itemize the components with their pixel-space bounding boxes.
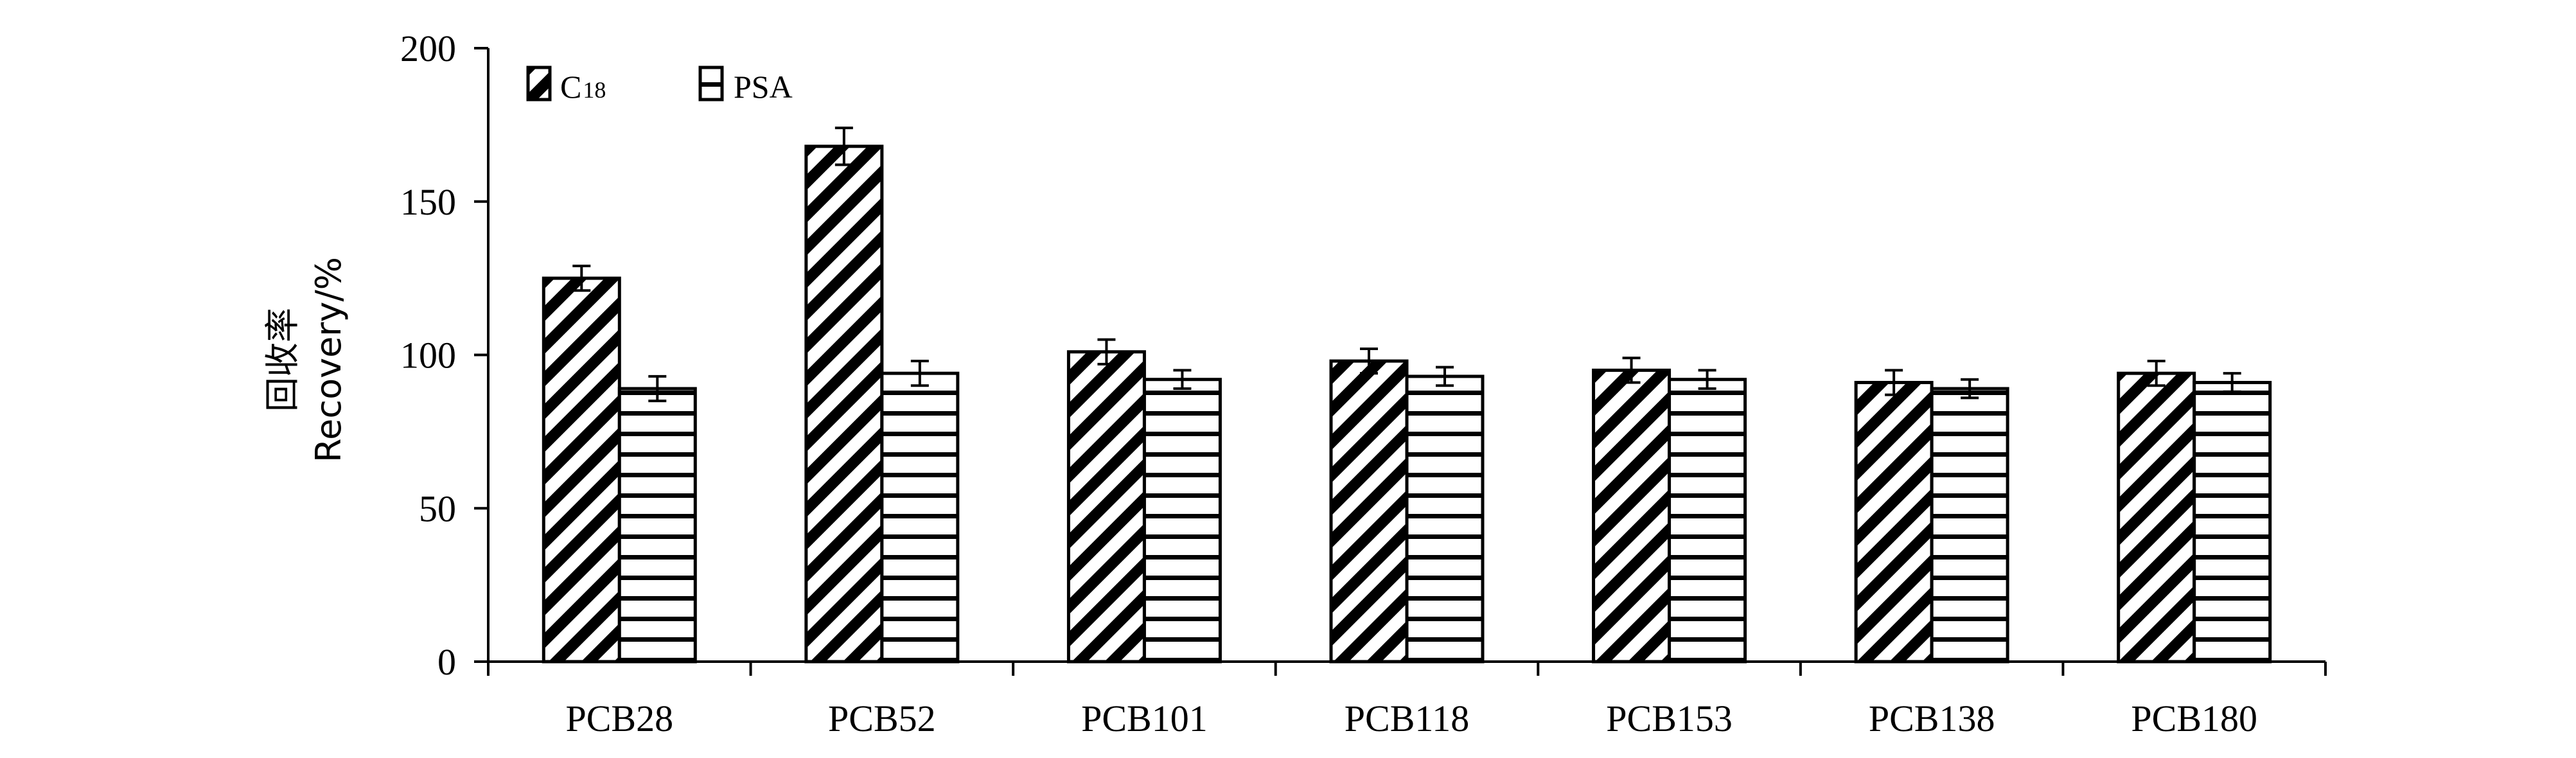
x-tick-label: PCB138 — [1869, 698, 1995, 739]
bar-psa-pcb101 — [1142, 378, 1222, 664]
bar-c18-pcb180 — [2117, 371, 2196, 664]
bar-psa-pcb118 — [1405, 375, 1485, 664]
y-axis-label-en: Recovery/% — [308, 257, 349, 463]
bar-c18-pcb153 — [1592, 368, 1672, 664]
error-bars — [572, 127, 2241, 403]
y-tick-label: 50 — [419, 488, 456, 529]
bar-psa-pcb28 — [617, 387, 697, 664]
legend-label-c18-main: C — [560, 69, 581, 105]
x-tick-label: PCB180 — [2131, 698, 2257, 739]
y-tick-label: 100 — [400, 335, 456, 376]
legend-label-c18-sub: 18 — [583, 77, 606, 103]
legend-swatch-psa — [698, 66, 724, 101]
bar-c18-pcb118 — [1329, 359, 1409, 664]
bar-psa-pcb52 — [880, 371, 960, 664]
y-tick-label: 0 — [437, 641, 456, 683]
x-tick-label: PCB28 — [565, 698, 673, 739]
legend: C18 PSA — [526, 66, 793, 105]
bar-c18-pcb101 — [1066, 350, 1146, 664]
bar-psa-pcb153 — [1668, 378, 1747, 664]
x-tick-label: PCB153 — [1606, 698, 1733, 739]
legend-label-c18: C18 — [560, 69, 606, 105]
legend-swatch-c18 — [526, 66, 552, 101]
y-axis-label: 回收率 Recovery/% — [262, 257, 349, 463]
bar-c18-pcb138 — [1854, 380, 1934, 664]
x-tick-label: PCB52 — [828, 698, 936, 739]
y-ticks: 0 50 100 150 200 — [400, 28, 488, 683]
x-tick-label: PCB118 — [1345, 698, 1469, 739]
y-tick-label: 150 — [400, 181, 456, 223]
bar-psa-pcb138 — [1930, 387, 2009, 664]
y-tick-label: 200 — [400, 28, 456, 69]
bar-c18-pcb52 — [804, 145, 884, 664]
y-axis-label-cn: 回收率 — [262, 308, 303, 412]
x-tick-labels: PCB28 PCB52 PCB101 PCB118 PCB153 PCB138 PCB180 — [565, 698, 2257, 739]
bar-psa-pcb180 — [2192, 380, 2272, 664]
x-tick-label: PCB101 — [1081, 698, 1208, 739]
bars — [542, 145, 2272, 664]
legend-label-psa: PSA — [734, 69, 793, 105]
bar-c18-pcb28 — [542, 276, 621, 664]
